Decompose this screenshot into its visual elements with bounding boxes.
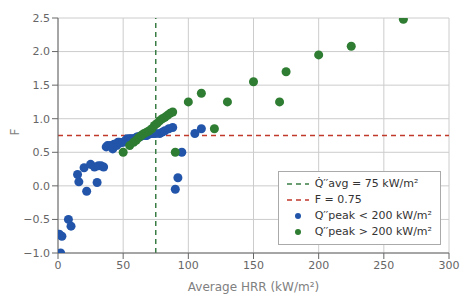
svg-text:0.0: 0.0 (33, 180, 51, 193)
svg-text:0: 0 (55, 259, 62, 272)
svg-text:−0.5: −0.5 (23, 213, 50, 226)
svg-text:2.5: 2.5 (33, 12, 51, 25)
svg-text:F: F (8, 129, 22, 136)
svg-text:Average HRR (kW/m²): Average HRR (kW/m²) (188, 280, 319, 294)
svg-text:1.0: 1.0 (33, 113, 51, 126)
svg-text:300: 300 (439, 259, 460, 272)
html-text:Q̇′′avg = 75 kW/m²: Q̇′′avg = 75 kW/m² (314, 177, 419, 190)
svg-text:150: 150 (243, 259, 264, 272)
html-text:Q′′peak > 200 kW/m²: Q′′peak > 200 kW/m² (314, 225, 432, 238)
svg-text:250: 250 (373, 259, 394, 272)
svg-text:200: 200 (308, 259, 329, 272)
svg-text:−1.0: −1.0 (23, 247, 50, 260)
svg-text:0.5: 0.5 (33, 146, 51, 159)
html-text:Q′′peak < 200 kW/m²: Q′′peak < 200 kW/m² (314, 209, 432, 222)
html-text:F = 0.75: F = 0.75 (314, 193, 362, 206)
svg-text:50: 50 (116, 259, 130, 272)
svg-text:1.5: 1.5 (33, 79, 51, 92)
svg-text:2.0: 2.0 (33, 45, 51, 58)
svg-text:100: 100 (178, 259, 199, 272)
